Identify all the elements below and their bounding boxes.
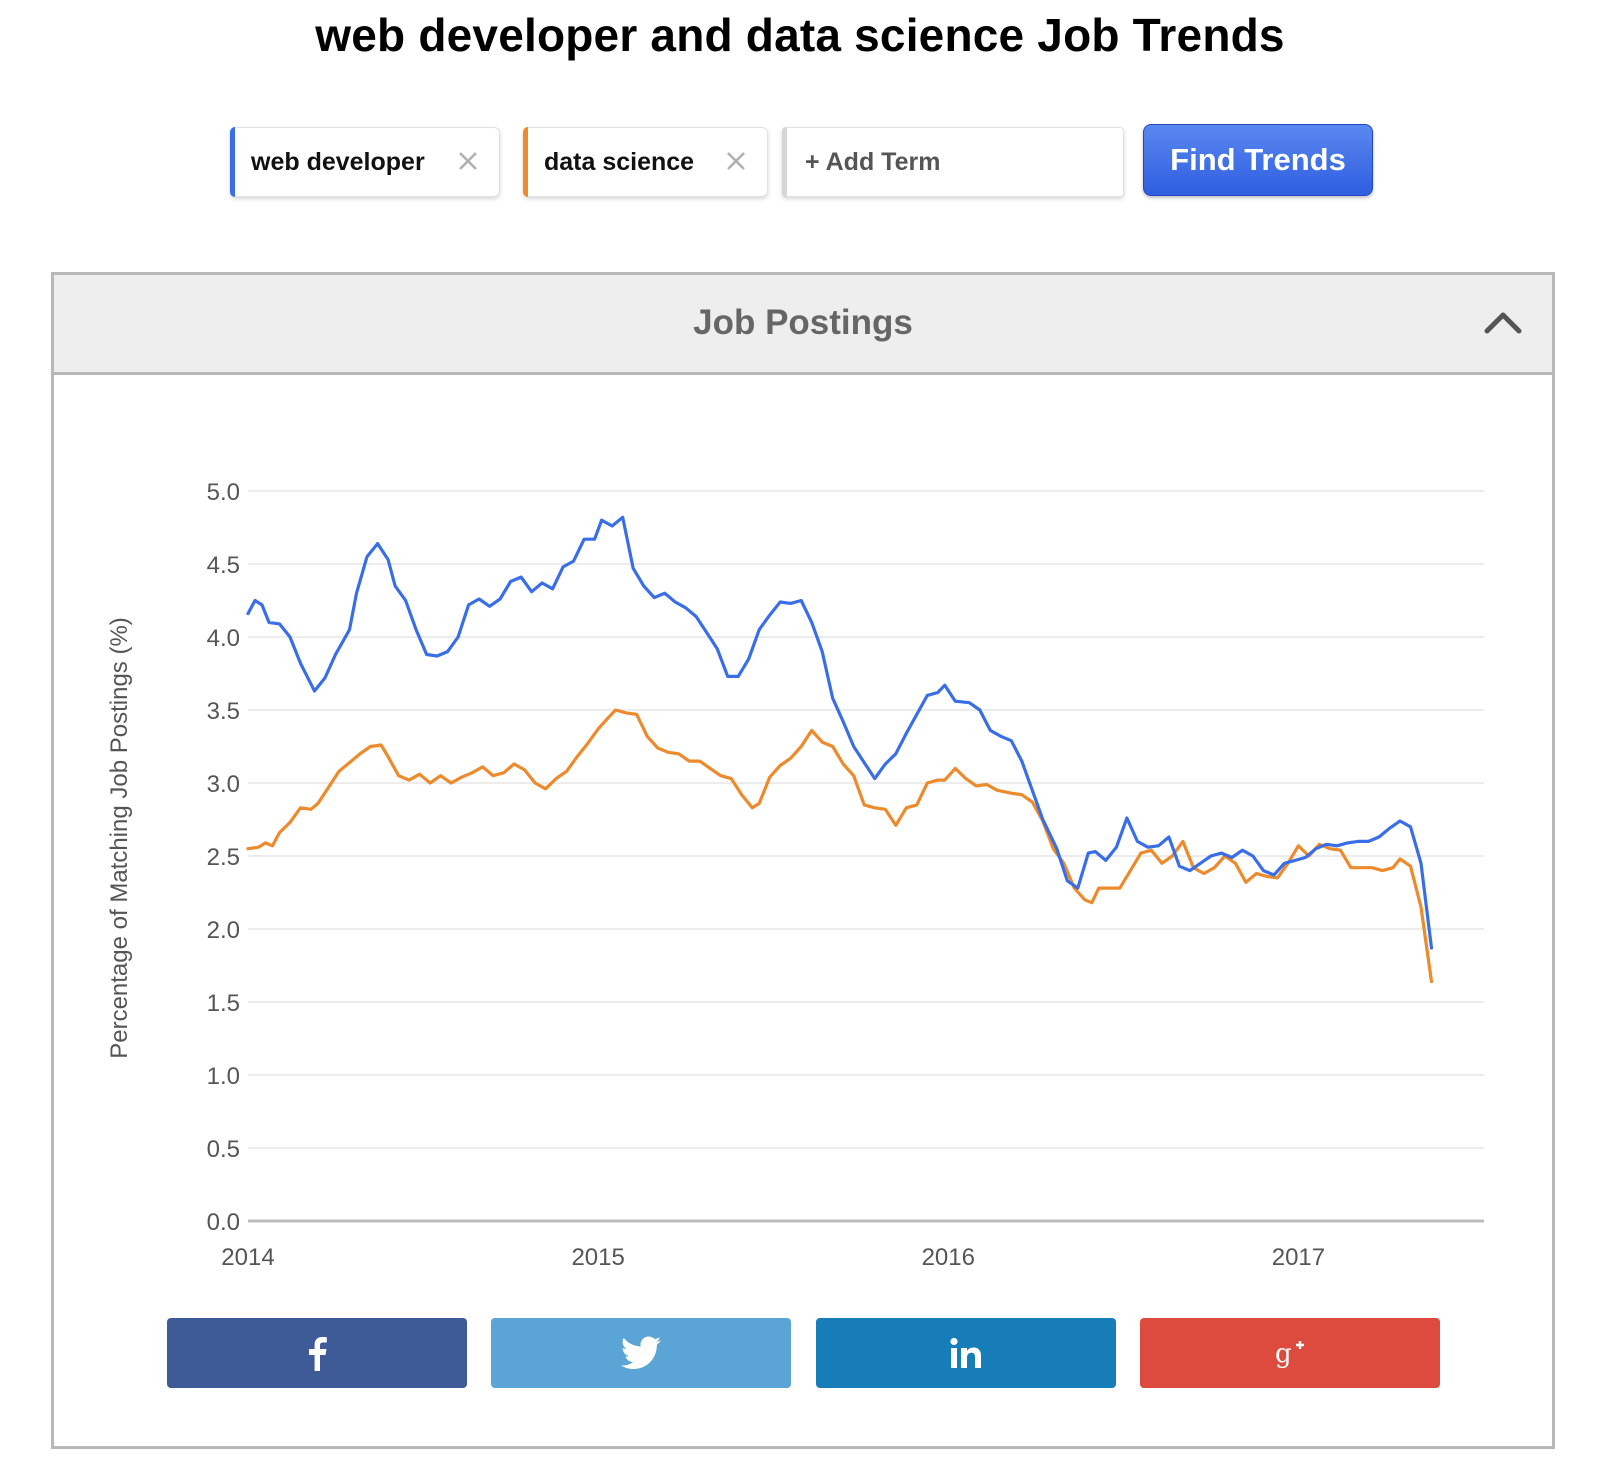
term-color-bar xyxy=(230,127,235,197)
close-icon[interactable] xyxy=(455,148,481,174)
google-plus-share-button[interactable]: g xyxy=(1140,1318,1440,1388)
page-title: web developer and data science Job Trend… xyxy=(315,9,1285,61)
term-data-science[interactable]: data science xyxy=(523,127,768,197)
term-web-developer[interactable]: web developer xyxy=(230,127,500,197)
y-tick-label: 3.5 xyxy=(207,698,240,725)
chart-series xyxy=(246,515,1434,984)
chart-axes: 0.0 0.5 1.0 1.5 2.0 2.5 3.0 3.5 4.0 4.5 5.0 2014 201… xyxy=(106,479,1484,1271)
y-tick-label: 4.0 xyxy=(207,625,240,652)
y-tick-label: 2.5 xyxy=(207,844,240,871)
series-line-data-science xyxy=(246,708,1434,984)
y-tick-label: 3.0 xyxy=(207,771,240,798)
linkedin-icon xyxy=(950,1337,981,1368)
series-line-web-developer xyxy=(246,515,1434,950)
google-plus-icon: g xyxy=(1275,1339,1304,1369)
x-tick-label: 2017 xyxy=(1272,1244,1325,1271)
y-tick-label: 4.5 xyxy=(207,552,240,579)
linkedin-share-button[interactable] xyxy=(816,1318,1116,1388)
panel-header[interactable]: Job Postings xyxy=(54,275,1552,375)
job-postings-chart: 0.0 0.5 1.0 1.5 2.0 2.5 3.0 3.5 4.0 4.5 5.0 2014 201… xyxy=(106,479,1484,1271)
chart-grid xyxy=(248,490,1484,1149)
job-postings-panel: Job Postings xyxy=(51,272,1555,1449)
add-term-input[interactable] xyxy=(782,127,1124,197)
x-tick-label: 2014 xyxy=(221,1244,274,1271)
add-term-color-bar xyxy=(782,127,787,197)
twitter-icon xyxy=(621,1336,661,1369)
find-trends-button[interactable]: Find Trends xyxy=(1143,124,1373,196)
y-tick-label: 1.0 xyxy=(207,1063,240,1090)
y-tick-label: 1.5 xyxy=(207,990,240,1017)
facebook-icon xyxy=(309,1337,327,1371)
x-tick-label: 2016 xyxy=(922,1244,975,1271)
twitter-share-button[interactable] xyxy=(491,1318,791,1388)
term-label: web developer xyxy=(251,147,425,176)
chevron-up-icon[interactable] xyxy=(1484,309,1522,335)
x-tick-label: 2015 xyxy=(571,1244,624,1271)
y-axis-label: Percentage of Matching Job Postings (%) xyxy=(106,617,133,1059)
y-tick-label: 0.5 xyxy=(207,1136,240,1163)
svg-text:g: g xyxy=(1275,1339,1292,1369)
y-tick-label: 5.0 xyxy=(207,479,240,506)
term-label: data science xyxy=(544,147,695,176)
facebook-share-button[interactable] xyxy=(167,1318,467,1388)
y-tick-label: 2.0 xyxy=(207,917,240,944)
term-color-bar xyxy=(523,127,528,197)
panel-title: Job Postings xyxy=(693,303,913,342)
y-tick-label: 0.0 xyxy=(207,1209,240,1236)
close-icon[interactable] xyxy=(723,148,749,174)
